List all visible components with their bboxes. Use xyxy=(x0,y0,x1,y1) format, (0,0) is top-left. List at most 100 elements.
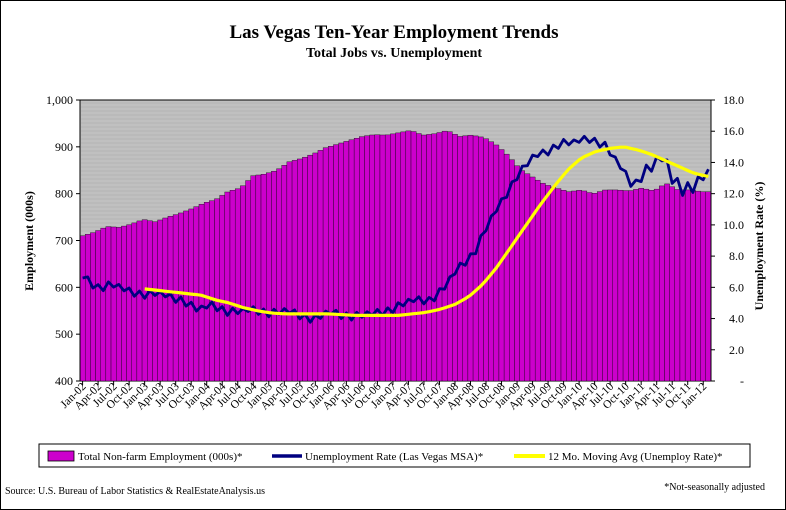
employment-bar xyxy=(519,170,525,382)
employment-bar xyxy=(591,193,598,382)
right-tick-label: 10.0 xyxy=(723,218,744,232)
employment-bar xyxy=(566,191,572,382)
employment-bar xyxy=(416,133,422,382)
employment-bar xyxy=(110,226,117,382)
chart-title: Las Vegas Ten-Year Employment Trends xyxy=(229,22,558,43)
employment-bar xyxy=(695,190,701,382)
left-tick-label: 600 xyxy=(55,280,73,294)
x-axis: Jan-02Apr-02Jul-02Oct-02Jan-03Apr-03Jul-… xyxy=(59,380,710,412)
employment-bar xyxy=(121,225,127,382)
employment-bar xyxy=(297,158,303,382)
right-tick-label: 4.0 xyxy=(729,312,744,326)
employment-bar xyxy=(353,138,360,382)
right-tick-label: 18.0 xyxy=(723,93,744,107)
employment-bar xyxy=(95,230,101,382)
employment-bar xyxy=(478,136,484,382)
employment-bar xyxy=(509,159,515,382)
left-axis: 400 500 600 700 800 900 1,000 xyxy=(46,93,81,388)
employment-bar xyxy=(338,142,344,382)
left-tick-label: 1,000 xyxy=(46,93,73,107)
employment-bar xyxy=(198,204,205,382)
employment-bar xyxy=(684,189,691,382)
employment-bar xyxy=(131,222,138,382)
employment-bar xyxy=(116,227,122,382)
employment-bar xyxy=(255,174,262,382)
employment-bar xyxy=(540,183,546,382)
employment-bar xyxy=(224,191,231,382)
employment-bar xyxy=(483,138,489,382)
employment-bar xyxy=(617,189,624,382)
employment-bar xyxy=(679,189,686,382)
chart-subtitle: Total Jobs vs. Unemployment xyxy=(306,46,482,61)
employment-bar xyxy=(364,135,370,382)
employment-bar xyxy=(390,133,396,382)
employment-bar xyxy=(659,185,665,382)
employment-bar xyxy=(162,217,169,382)
employment-bar xyxy=(628,190,634,382)
employment-bar xyxy=(441,130,448,382)
employment-bar xyxy=(291,160,298,382)
employment-bar xyxy=(545,185,551,382)
legend-swatch-employment xyxy=(47,450,75,462)
left-tick-label: 800 xyxy=(55,187,73,201)
employment-bars xyxy=(79,130,712,382)
seasonal-note: *Not-seasonally adjusted xyxy=(664,482,765,493)
right-axis: - 2.0 4.0 6.0 8.0 10.0 12.0 14.0 16.0 18.0 xyxy=(710,93,744,388)
employment-bar xyxy=(426,134,432,382)
employment-bar xyxy=(452,134,458,382)
employment-bar xyxy=(317,150,324,382)
employment-bar xyxy=(157,219,163,382)
legend-label-unemployment: Unemployment Rate (Las Vegas MSA)* xyxy=(305,451,483,463)
employment-bar xyxy=(581,190,588,382)
right-tick-label: 12.0 xyxy=(723,187,744,201)
employment-bar xyxy=(410,131,417,382)
employment-bar xyxy=(669,186,675,382)
employment-bar xyxy=(105,226,112,382)
employment-bar xyxy=(229,190,236,382)
right-tick-label: 6.0 xyxy=(729,280,744,294)
employment-bar xyxy=(141,219,148,382)
right-tick-label: - xyxy=(740,374,744,388)
employment-bar xyxy=(286,161,293,382)
right-tick-label: 8.0 xyxy=(729,249,744,263)
left-tick-label: 500 xyxy=(55,327,73,341)
employment-bar xyxy=(307,154,313,382)
employment-bar xyxy=(597,191,603,382)
unemployment-line xyxy=(82,134,710,324)
moving-average-line xyxy=(144,145,709,317)
employment-bar xyxy=(400,131,407,382)
employment-bar xyxy=(622,190,629,382)
employment-bar xyxy=(550,186,557,382)
employment-bar xyxy=(638,187,644,382)
employment-bar xyxy=(183,210,189,382)
employment-bar xyxy=(126,224,132,382)
employment-bar xyxy=(602,189,608,382)
left-tick-label: 400 xyxy=(55,374,73,388)
employment-bar xyxy=(586,192,593,382)
employment-bar xyxy=(705,191,712,382)
employment-bar xyxy=(219,195,225,382)
employment-bar xyxy=(700,191,707,382)
employment-bar xyxy=(234,188,241,382)
employment-bar xyxy=(84,234,91,382)
right-axis-label: Unemployment Rate (%) xyxy=(752,182,766,311)
employment-bar xyxy=(79,235,86,382)
employment-bar xyxy=(343,141,350,382)
employment-bar xyxy=(648,190,655,382)
employment-bar xyxy=(690,190,696,382)
left-tick-label: 700 xyxy=(55,234,73,248)
employment-bar xyxy=(395,132,401,382)
employment-bar xyxy=(348,139,355,382)
employment-bar xyxy=(633,189,639,382)
employment-bar xyxy=(203,202,210,382)
employment-bar xyxy=(488,141,494,382)
employment-bar xyxy=(214,198,220,382)
employment-bar xyxy=(250,175,257,382)
employment-bar xyxy=(379,134,386,382)
employment-bar xyxy=(312,152,319,382)
legend: Total Non-farm Employment (000s)* Unempl… xyxy=(38,443,751,468)
employment-bar xyxy=(281,165,288,382)
line-series xyxy=(82,134,710,324)
employment-bar xyxy=(302,156,308,382)
